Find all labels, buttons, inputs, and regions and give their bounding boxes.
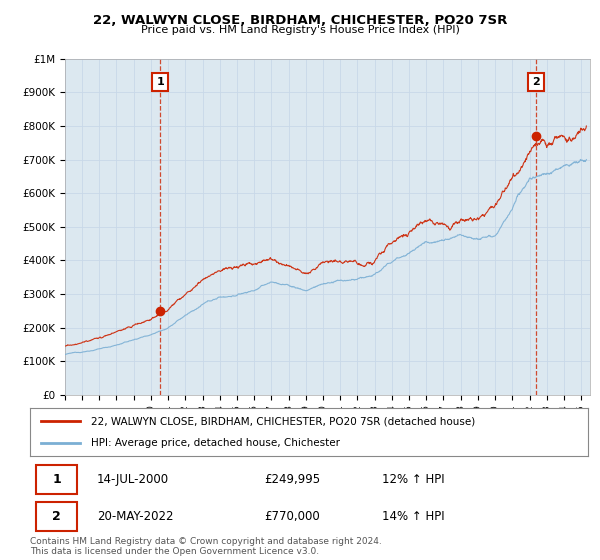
- Text: 2: 2: [52, 510, 61, 524]
- Text: Price paid vs. HM Land Registry's House Price Index (HPI): Price paid vs. HM Land Registry's House …: [140, 25, 460, 35]
- Text: £249,995: £249,995: [265, 473, 320, 486]
- Text: 20-MAY-2022: 20-MAY-2022: [97, 510, 173, 524]
- Text: Contains HM Land Registry data © Crown copyright and database right 2024.
This d: Contains HM Land Registry data © Crown c…: [30, 537, 382, 557]
- Text: HPI: Average price, detached house, Chichester: HPI: Average price, detached house, Chic…: [91, 438, 340, 448]
- FancyBboxPatch shape: [35, 465, 77, 494]
- Text: 1: 1: [52, 473, 61, 486]
- Text: £770,000: £770,000: [265, 510, 320, 524]
- Text: 14% ↑ HPI: 14% ↑ HPI: [382, 510, 444, 524]
- Text: 22, WALWYN CLOSE, BIRDHAM, CHICHESTER, PO20 7SR: 22, WALWYN CLOSE, BIRDHAM, CHICHESTER, P…: [93, 14, 507, 27]
- FancyBboxPatch shape: [35, 502, 77, 531]
- Text: 12% ↑ HPI: 12% ↑ HPI: [382, 473, 444, 486]
- Text: 1: 1: [156, 77, 164, 87]
- Text: 2: 2: [532, 77, 540, 87]
- Text: 22, WALWYN CLOSE, BIRDHAM, CHICHESTER, PO20 7SR (detached house): 22, WALWYN CLOSE, BIRDHAM, CHICHESTER, P…: [91, 416, 476, 426]
- Text: 14-JUL-2000: 14-JUL-2000: [97, 473, 169, 486]
